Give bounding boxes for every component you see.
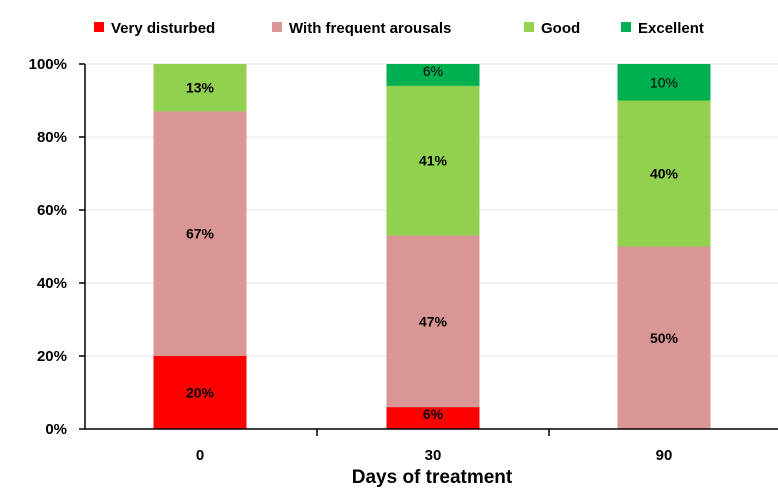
y-tick-label: 0% <box>45 421 67 438</box>
legend-label: Good <box>541 20 580 37</box>
y-tick-label: 60% <box>37 202 67 219</box>
legend-item: With frequent arousals <box>272 20 451 37</box>
data-label: 13% <box>186 80 215 96</box>
bar-segment <box>617 64 711 101</box>
legend-label: Excellent <box>638 20 704 37</box>
legend-swatch <box>94 22 104 32</box>
bar-segment <box>386 64 480 86</box>
bar-segment <box>153 111 247 356</box>
x-tick-label: 0 <box>196 447 204 464</box>
data-label: 20% <box>186 385 215 401</box>
bar-segment <box>386 235 480 408</box>
legend-item: Good <box>524 20 580 37</box>
x-tick-label: 90 <box>656 447 673 464</box>
legend-swatch <box>524 22 534 32</box>
chart-title-layer: ...g...y...p <box>343 0 436 9</box>
data-label: 47% <box>419 313 448 329</box>
data-label: 50% <box>650 330 679 346</box>
data-label: 40% <box>650 166 679 182</box>
x-axis-title: Days of treatment <box>352 467 513 488</box>
data-label: 6% <box>423 406 444 422</box>
axes: 0% 20% 40% 60% 80% 100% 0 30 90 Days of treatment <box>29 56 778 488</box>
bar-segment <box>153 64 247 112</box>
bar-segment <box>386 407 480 429</box>
x-tick-label: 30 <box>425 447 442 464</box>
legend-label: Very disturbed <box>111 20 215 37</box>
data-label: 6% <box>423 63 443 79</box>
y-tick-label: 100% <box>29 56 67 73</box>
legend-swatch <box>621 22 631 32</box>
y-tick-label: 40% <box>37 275 67 292</box>
legend-item: Excellent <box>621 20 704 37</box>
bar-segment <box>386 85 480 236</box>
data-label: 10% <box>650 74 678 90</box>
legend-swatch <box>272 22 282 32</box>
legend-item: Very disturbed <box>94 20 215 37</box>
legend-label: With frequent arousals <box>289 20 451 37</box>
data-label: 67% <box>186 226 215 242</box>
legend: Very disturbed With frequent arousals Good… <box>94 20 704 37</box>
y-tick-label: 20% <box>37 348 67 365</box>
bars <box>153 64 711 429</box>
bar-segment <box>153 356 247 429</box>
bar-segment <box>617 100 711 247</box>
bar-segment <box>617 246 711 429</box>
y-tick-label: 80% <box>37 129 67 146</box>
data-labels: 20% 67% 13% 6% 47% 41% 6% 50% 40% 10% <box>186 63 679 422</box>
data-label: 41% <box>419 153 448 169</box>
